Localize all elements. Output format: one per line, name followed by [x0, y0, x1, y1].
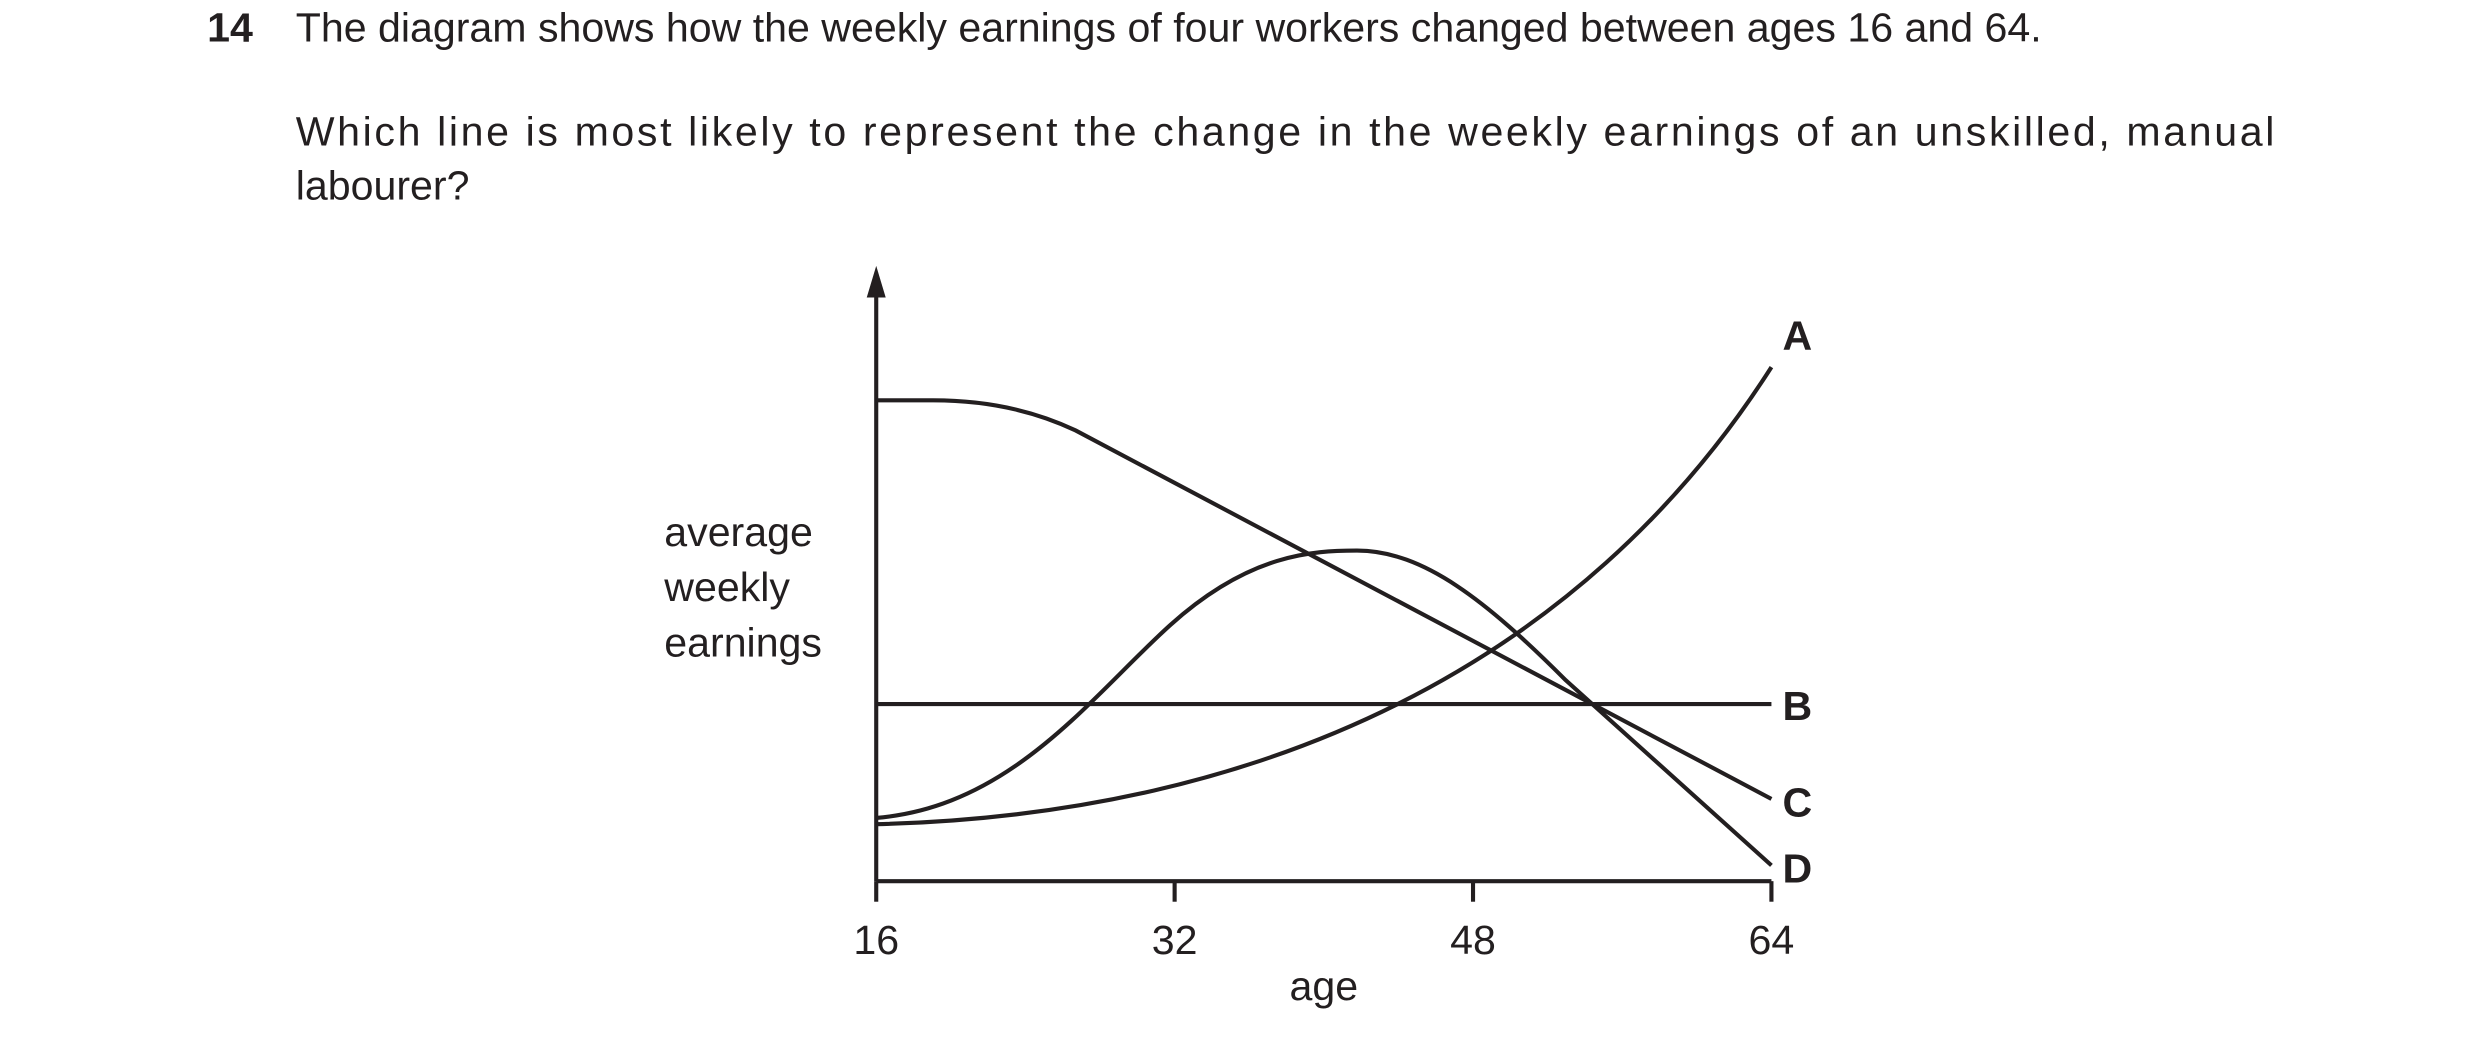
- question-text: Which line is most likely to represent t…: [296, 109, 2275, 155]
- question-number: 14: [207, 4, 253, 50]
- line-d: [876, 548, 1773, 867]
- x-tick-label: 32: [1152, 917, 1198, 963]
- y-label: earnings: [664, 620, 822, 666]
- line-label: D: [1783, 846, 1813, 892]
- x-label: age: [1290, 963, 1359, 1009]
- x-tick-label: 48: [1450, 917, 1496, 963]
- diagram: average weekly earnings age A B C D 16 32…: [663, 265, 1813, 1009]
- question-text: labourer?: [296, 162, 470, 208]
- line-c: [876, 398, 1773, 801]
- line-a: [876, 366, 1774, 827]
- question-text: The diagram shows how the weekly earning…: [296, 4, 2042, 50]
- x-tick-label: 64: [1749, 917, 1795, 963]
- y-label: average: [664, 509, 813, 555]
- line-label: C: [1783, 779, 1813, 825]
- x-tick-label: 16: [853, 917, 899, 963]
- y-label: weekly: [663, 564, 790, 610]
- axis-arrow: [866, 265, 886, 298]
- line-label: A: [1783, 313, 1813, 359]
- line-label: B: [1783, 683, 1813, 729]
